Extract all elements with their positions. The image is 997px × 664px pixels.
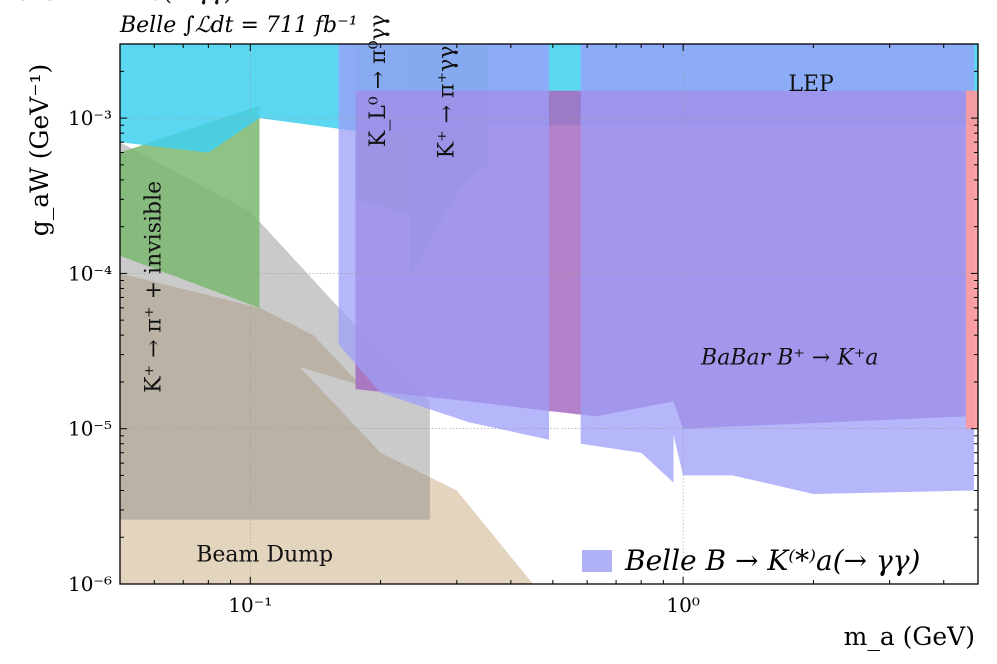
x-tick-label: 10⁻¹ [228, 593, 272, 617]
region-label-lep: LEP [788, 72, 834, 97]
region-belle [338, 44, 549, 440]
y-axis-label: g_aW (GeV⁻¹) [25, 64, 54, 237]
region-label-kl-to-pi0-gamma-gamma: K_L⁰ → π⁰γγ [366, 14, 391, 147]
y-tick-label: 10⁻⁴ [68, 261, 112, 285]
y-tick-label: 10⁻³ [68, 106, 112, 130]
regions-layer [120, 44, 978, 584]
region-labels-layer: Beam Dump K⁺ → π⁺ + invisible K_L⁰ → π⁰γγ K… [0, 0, 879, 567]
chart-title: Belle ∫ℒdt = 711 fb⁻¹ [119, 13, 358, 38]
region-label-k-to-pi-gamma-gamma: K⁺ → π⁺γγ [435, 46, 460, 159]
region-label-beam-dump: Beam Dump [196, 542, 333, 567]
region-label-babar: BaBar B⁺ → K⁺a [700, 345, 878, 370]
region-red-edge [965, 90, 978, 429]
x-axis-label: m_a (GeV) [844, 622, 975, 651]
y-tick-label: 10⁻⁵ [68, 417, 112, 441]
plot-frame [119, 43, 979, 585]
region-label-e949-kaon: K⁺ → π⁺ + invisible [141, 181, 166, 393]
ticks-layer: 10⁻¹ 10⁰ 10⁻⁶ 10⁻⁵ 10⁻⁴ 10⁻³ [68, 43, 978, 617]
legend-label: Belle B → K⁽*⁾a(→ γγ) [624, 544, 920, 577]
region-label-belle: Belle B → K⁽*⁾a(→ γγ) [0, 0, 232, 6]
region-kaon-green-band [120, 105, 260, 308]
legend: Belle B → K⁽*⁾a(→ γγ) [582, 544, 920, 577]
y-tick-label: 10⁻⁶ [68, 572, 112, 596]
x-tick-label: 10⁰ [666, 593, 699, 617]
region-belle-high-mass [580, 44, 974, 494]
legend-swatch [582, 550, 612, 572]
